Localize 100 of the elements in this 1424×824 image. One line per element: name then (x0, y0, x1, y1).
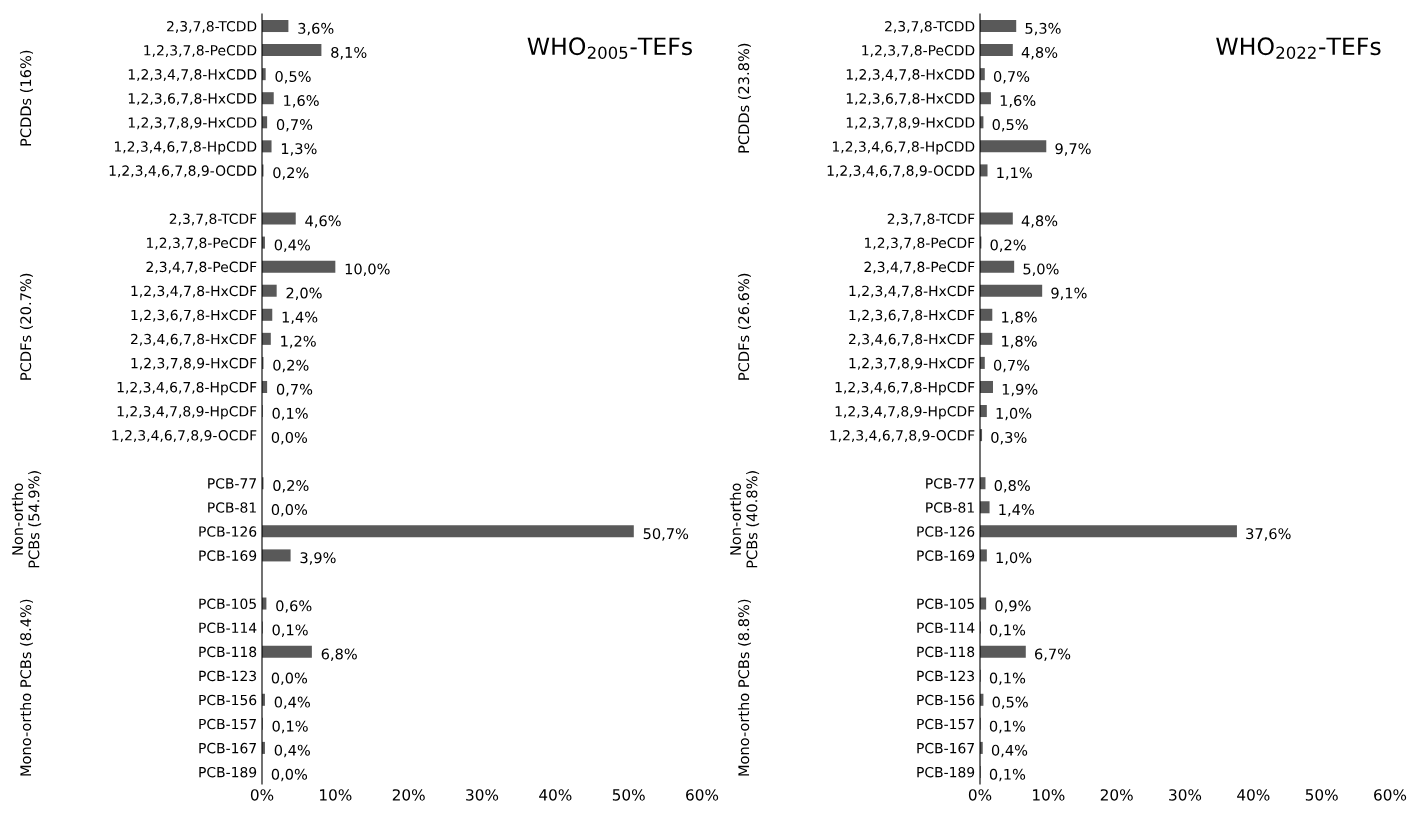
data-label: 0,0% (271, 768, 308, 782)
y-tick-label: 1,2,3,7,8,9-HxCDF (131, 357, 257, 370)
y-tick-label: PCB-189 (917, 766, 975, 778)
data-label: 1,4% (999, 504, 1035, 517)
x-tick-label: 0% (968, 789, 992, 801)
data-label: 5,3% (1025, 22, 1061, 36)
y-tick-label: PCB-156 (917, 694, 975, 706)
text: PCDFs (26.6%) (737, 273, 751, 380)
data-label: 0,1% (989, 720, 1026, 734)
data-label: 0,1% (989, 672, 1026, 686)
data-label: 1,6% (284, 95, 319, 108)
y-tick-label: 1,2,3,4,6,7,8-HpCDF (835, 381, 975, 396)
y-tick-label: 1,2,3,4,7,8-HxCDF (131, 285, 257, 298)
y-tick-label: 1,2,3,4,7,8,9-HpCDF (117, 406, 257, 420)
data-label: 1,1% (997, 167, 1032, 180)
data-label: 0,1% (272, 720, 308, 734)
y-tick-label: PCB-77 (926, 478, 974, 489)
data-label: 0,2% (273, 359, 309, 373)
data-label: 6,8% (321, 648, 357, 661)
y-tick-label: 1,2,3,7,8-PeCDD (144, 45, 257, 57)
data-label: 0,0% (271, 504, 308, 517)
data-label: 0,7% (993, 70, 1030, 84)
y-tick-label: 1,2,3,4,7,8-HxCDD (128, 69, 257, 82)
y-tick-label: PCB-156 (199, 694, 257, 706)
x-tick-label: 60% (1374, 789, 1407, 801)
y-tick-label: 1,2,3,6,7,8-HxCDD (846, 93, 975, 106)
y-tick-label: 1,2,3,7,8-PeCDF (147, 237, 257, 250)
data-label: 0,4% (274, 696, 310, 710)
y-tick-label: PCB-169 (917, 550, 975, 561)
data-label: 0,4% (274, 744, 310, 758)
data-label: 0,2% (990, 239, 1026, 252)
data-label: 0,5% (992, 696, 1028, 710)
x-tick-label: 30% (1169, 789, 1202, 801)
y-tick-label: 2,3,4,7,8-PeCDF (146, 261, 257, 274)
data-label: 1,9% (1002, 383, 1038, 397)
y-tick-label: PCB-123 (199, 670, 257, 682)
text: WHO$_{2005}$-TEFs (527, 37, 692, 59)
x-tick-label: 50% (612, 789, 645, 801)
data-label: 1,8% (1002, 311, 1037, 325)
y-tick-label: PCB-105 (917, 598, 974, 610)
data-label: 0,3% (991, 431, 1027, 445)
x-tick-label: 0% (250, 789, 274, 801)
data-label: 50,7% (643, 528, 689, 541)
data-label: 1,3% (281, 143, 317, 156)
data-label: 1,6% (1000, 95, 1036, 108)
data-label: 6,7% (1035, 648, 1071, 661)
y-tick-label: PCB-167 (917, 742, 974, 754)
y-tick-label: PCB-189 (199, 766, 257, 778)
x-tick-label: 20% (392, 789, 425, 801)
y-tick-label: 1,2,3,4,6,7,8-HpCDF (117, 381, 257, 396)
data-label: 0,1% (272, 624, 308, 637)
data-label: 0,5% (275, 70, 311, 84)
data-label: 0,9% (995, 600, 1031, 613)
y-tick-label: PCB-114 (917, 622, 975, 634)
text: Mono-ortho PCBs (8.4%) (19, 599, 33, 776)
data-label: 0,7% (276, 383, 313, 397)
x-tick-label: 60% (686, 789, 719, 801)
x-tick-label: 40% (1237, 789, 1270, 801)
y-tick-label: PCB-157 (199, 718, 256, 730)
data-label: 2,0% (286, 287, 322, 301)
y-tick-label: PCB-118 (199, 646, 257, 658)
y-tick-label: 1,2,3,4,7,8-HxCDF (849, 285, 975, 298)
y-tick-label: PCB-126 (199, 526, 257, 537)
data-label: 1,0% (996, 407, 1032, 421)
y-tick-label: 1,2,3,4,6,7,8,9-OCDF (830, 430, 975, 442)
y-tick-label: PCB-81 (208, 502, 256, 513)
y-tick-label: PCB-123 (917, 670, 975, 682)
data-label: 1,0% (996, 552, 1032, 565)
data-label: 0,0% (271, 672, 308, 686)
data-label: 9,1% (1051, 287, 1087, 301)
x-tick-label: 10% (320, 789, 352, 801)
data-label: 0,2% (273, 167, 309, 180)
x-tick-label: 10% (1033, 789, 1065, 801)
data-label: 0,5% (992, 119, 1028, 132)
data-label: 0,1% (989, 768, 1026, 782)
y-tick-label: PCB-169 (199, 550, 257, 561)
y-tick-label: 1,2,3,4,7,8,9-HpCDF (835, 406, 975, 420)
y-tick-label: PCB-157 (917, 718, 974, 730)
data-label: 0,4% (991, 744, 1028, 758)
data-label: 1,8% (1002, 335, 1037, 349)
y-tick-label: 2,3,7,8-TCDF (169, 213, 257, 226)
y-tick-label: 2,3,7,8-TCDD (885, 21, 975, 33)
data-label: 0,7% (993, 359, 1030, 373)
data-label: 1,4% (282, 311, 318, 325)
text: WHO$_{2022}$-TEFs (1216, 37, 1381, 59)
y-tick-label: PCB-118 (917, 646, 975, 658)
y-tick-label: 2,3,4,6,7,8-HxCDF (849, 333, 975, 346)
data-label: 0,2% (273, 480, 309, 493)
x-tick-label: 50% (1305, 789, 1338, 801)
text: PCDFs (20.7%) (19, 273, 33, 380)
data-label: 0,8% (994, 480, 1030, 493)
data-label: 9,7% (1055, 143, 1091, 156)
y-tick-label: PCB-105 (199, 598, 256, 610)
y-tick-label: 1,2,3,7,8-PeCDF (865, 237, 975, 250)
y-tick-label: 1,2,3,4,6,7,8,9-OCDD (109, 165, 257, 178)
text: PCDDs (16%) (19, 50, 33, 146)
data-label: 37,6% (1246, 528, 1291, 541)
data-label: 0,4% (274, 239, 310, 252)
y-tick-label: 1,2,3,4,7,8-HxCDD (846, 69, 975, 82)
y-tick-label: 1,2,3,7,8-PeCDD (862, 45, 975, 57)
